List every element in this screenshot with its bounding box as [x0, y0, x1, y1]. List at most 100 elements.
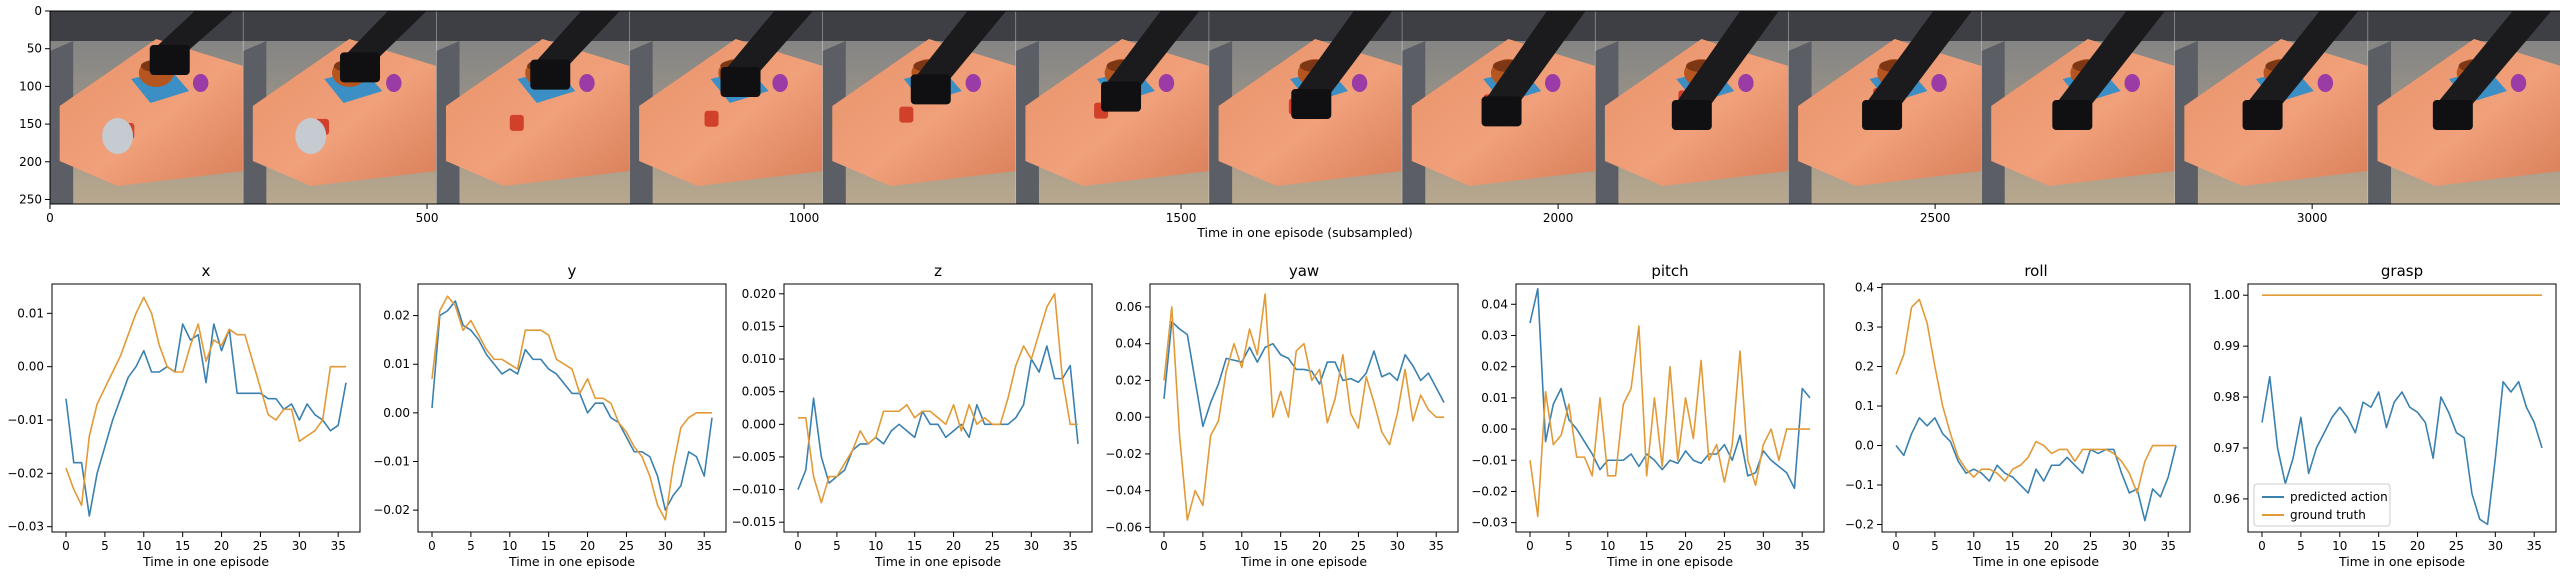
y-tick-label: 0.97	[2213, 441, 2240, 455]
y-tick-label: −0.06	[1105, 520, 1142, 534]
robot-frame	[1594, 11, 1789, 204]
chart-panel-yaw: yaw 0 5 10 15 20 25 30 35 0.06 0.04 0.02 0.00 −0.02 −0…	[1105, 262, 1459, 569]
x-tick-label: 10	[1600, 539, 1615, 553]
x-tick-label: 15	[1273, 539, 1288, 553]
x-tick-label: 5	[1931, 539, 1939, 553]
x-tick-label: 20	[2410, 539, 2425, 553]
x-tick-label: 25	[253, 539, 268, 553]
y-tick-label: 0.04	[1481, 297, 1508, 311]
x-tick-label: 5	[467, 539, 475, 553]
y-tick-label: 150	[19, 117, 42, 131]
y-tick-label: 0.02	[1481, 360, 1508, 374]
y-tick-label: 0.01	[1481, 391, 1508, 405]
x-tick-label: 35	[331, 539, 346, 553]
robot-frame	[1015, 11, 1209, 204]
x-tick-label: 15	[907, 539, 922, 553]
y-tick-label: 250	[19, 192, 42, 206]
y-tick-label: 1.00	[2213, 288, 2240, 302]
robot-frame	[1788, 11, 1982, 204]
legend-box	[2253, 483, 2391, 527]
x-tick-label: 10	[868, 539, 883, 553]
x-tick-label: 10	[1234, 539, 1249, 553]
x-tick-label: 15	[2371, 539, 2386, 553]
x-axis-label: Time in one episode	[1240, 554, 1367, 569]
y-tick-label: 0.99	[2213, 339, 2240, 353]
y-tick-label: −0.015	[732, 515, 776, 529]
plot-area-frame	[1881, 283, 2191, 533]
x-tick-label: 5	[1199, 539, 1207, 553]
x-tick-label: 30	[292, 539, 307, 553]
plot-area-frame	[2247, 283, 2557, 533]
x-tick-label: 35	[2161, 539, 2176, 553]
chart-title: roll	[2024, 262, 2047, 280]
series-line-ground-truth	[1529, 325, 1810, 518]
y-tick-label: 0.010	[742, 352, 776, 366]
chart-panel-y: y 0 5 10 15 20 25 30 35 0.02 0.01 0.00 −0.01 −0.02 Tim…	[373, 262, 727, 569]
series-line-predicted-action	[1895, 417, 2177, 522]
series-line-ground-truth	[1163, 293, 1444, 521]
series-line-predicted-action	[1529, 287, 1811, 490]
chart-title: grasp	[2381, 262, 2423, 280]
series-line-predicted-action	[1163, 320, 1445, 428]
x-tick-label: 25	[1717, 539, 1732, 553]
x-tick-label: 15	[175, 539, 190, 553]
x-axis-label: Time in one episode	[2338, 554, 2465, 569]
x-tick-label: 2000	[1543, 211, 1574, 225]
series-line-ground-truth	[798, 292, 1078, 504]
x-tick-label: 3000	[2297, 211, 2328, 225]
y-tick-label: 0.005	[742, 385, 776, 399]
x-tick-label: 0	[1526, 539, 1534, 553]
series-line-predicted-action	[2261, 375, 2543, 526]
chart-title: x	[202, 262, 211, 280]
y-tick-label: 50	[27, 42, 42, 56]
x-tick-label: 0	[1892, 539, 1900, 553]
legend-label-ground-truth: ground truth	[2290, 508, 2366, 522]
x-tick-label: 25	[619, 539, 634, 553]
image-strip-frame	[49, 10, 2560, 205]
y-tick-label: −0.03	[1471, 516, 1508, 530]
y-tick-label: 0.00	[383, 406, 410, 420]
robot-frame	[50, 11, 244, 204]
x-tick-label: 0	[46, 211, 54, 225]
robot-frame	[1208, 11, 1403, 204]
y-tick-label: 0.00	[1481, 422, 1508, 436]
robot-frame	[242, 11, 437, 204]
x-tick-label: 35	[2527, 539, 2542, 553]
x-tick-label: 20	[2044, 539, 2059, 553]
legend-label-predicted: predicted action	[2290, 490, 2388, 504]
x-tick-label: 10	[502, 539, 517, 553]
x-tick-label: 20	[946, 539, 961, 553]
x-tick-label: 20	[1678, 539, 1693, 553]
x-tick-label: 20	[1312, 539, 1327, 553]
x-tick-label: 10	[1966, 539, 1981, 553]
y-tick-label: 0.1	[1855, 399, 1874, 413]
y-tick-label: 0.06	[1115, 300, 1142, 314]
x-tick-label: 0	[428, 539, 436, 553]
x-tick-label: 10	[2332, 539, 2347, 553]
action-charts: x0 5 10 15 20 25 30 350.010.00−0.01−0.02−0.03Ti…	[7, 262, 2557, 569]
y-tick-label: 0.02	[1115, 373, 1142, 387]
x-tick-label: 25	[2083, 539, 2098, 553]
chart-panel-z: z 0 5 10 15 20 25 30 35 0.020 0.015 0.010 0.005 0.000…	[732, 262, 1093, 569]
y-tick-label: 0.01	[383, 357, 410, 371]
x-tick-label: 5	[2297, 539, 2305, 553]
chart-panel-grasp: grasp 0 5 10 15 20 25 30 35 1.00 0.99 0.98 0.97 0.96 T…	[2213, 262, 2557, 569]
y-tick-label: −0.010	[732, 483, 776, 497]
x-tick-label: 5	[833, 539, 841, 553]
y-tick-label: 0.000	[742, 417, 776, 431]
x-axis-label: Time in one episode	[508, 554, 635, 569]
y-tick-label: 100	[19, 79, 42, 93]
image-strip-panel: 0 500 1000 1500 2000 2500 3000 0 50 100 150 200 250…	[19, 4, 2560, 240]
series-line-ground-truth	[1895, 298, 2176, 494]
x-tick-label: 30	[2488, 539, 2503, 553]
robot-frame	[2367, 11, 2560, 204]
x-tick-label: 35	[1429, 539, 1444, 553]
plot-area-frame	[783, 283, 1093, 533]
robot-frame	[629, 11, 823, 204]
x-tick-label: 30	[1024, 539, 1039, 553]
chart-title: y	[568, 262, 577, 280]
image-strip-x-ticks: 0 500 1000 1500 2000 2500 3000	[46, 204, 2327, 225]
y-tick-label: 0.00	[1115, 410, 1142, 424]
x-tick-label: 10	[136, 539, 151, 553]
image-strip-y-ticks: 0 50 100 150 200 250	[19, 4, 50, 206]
